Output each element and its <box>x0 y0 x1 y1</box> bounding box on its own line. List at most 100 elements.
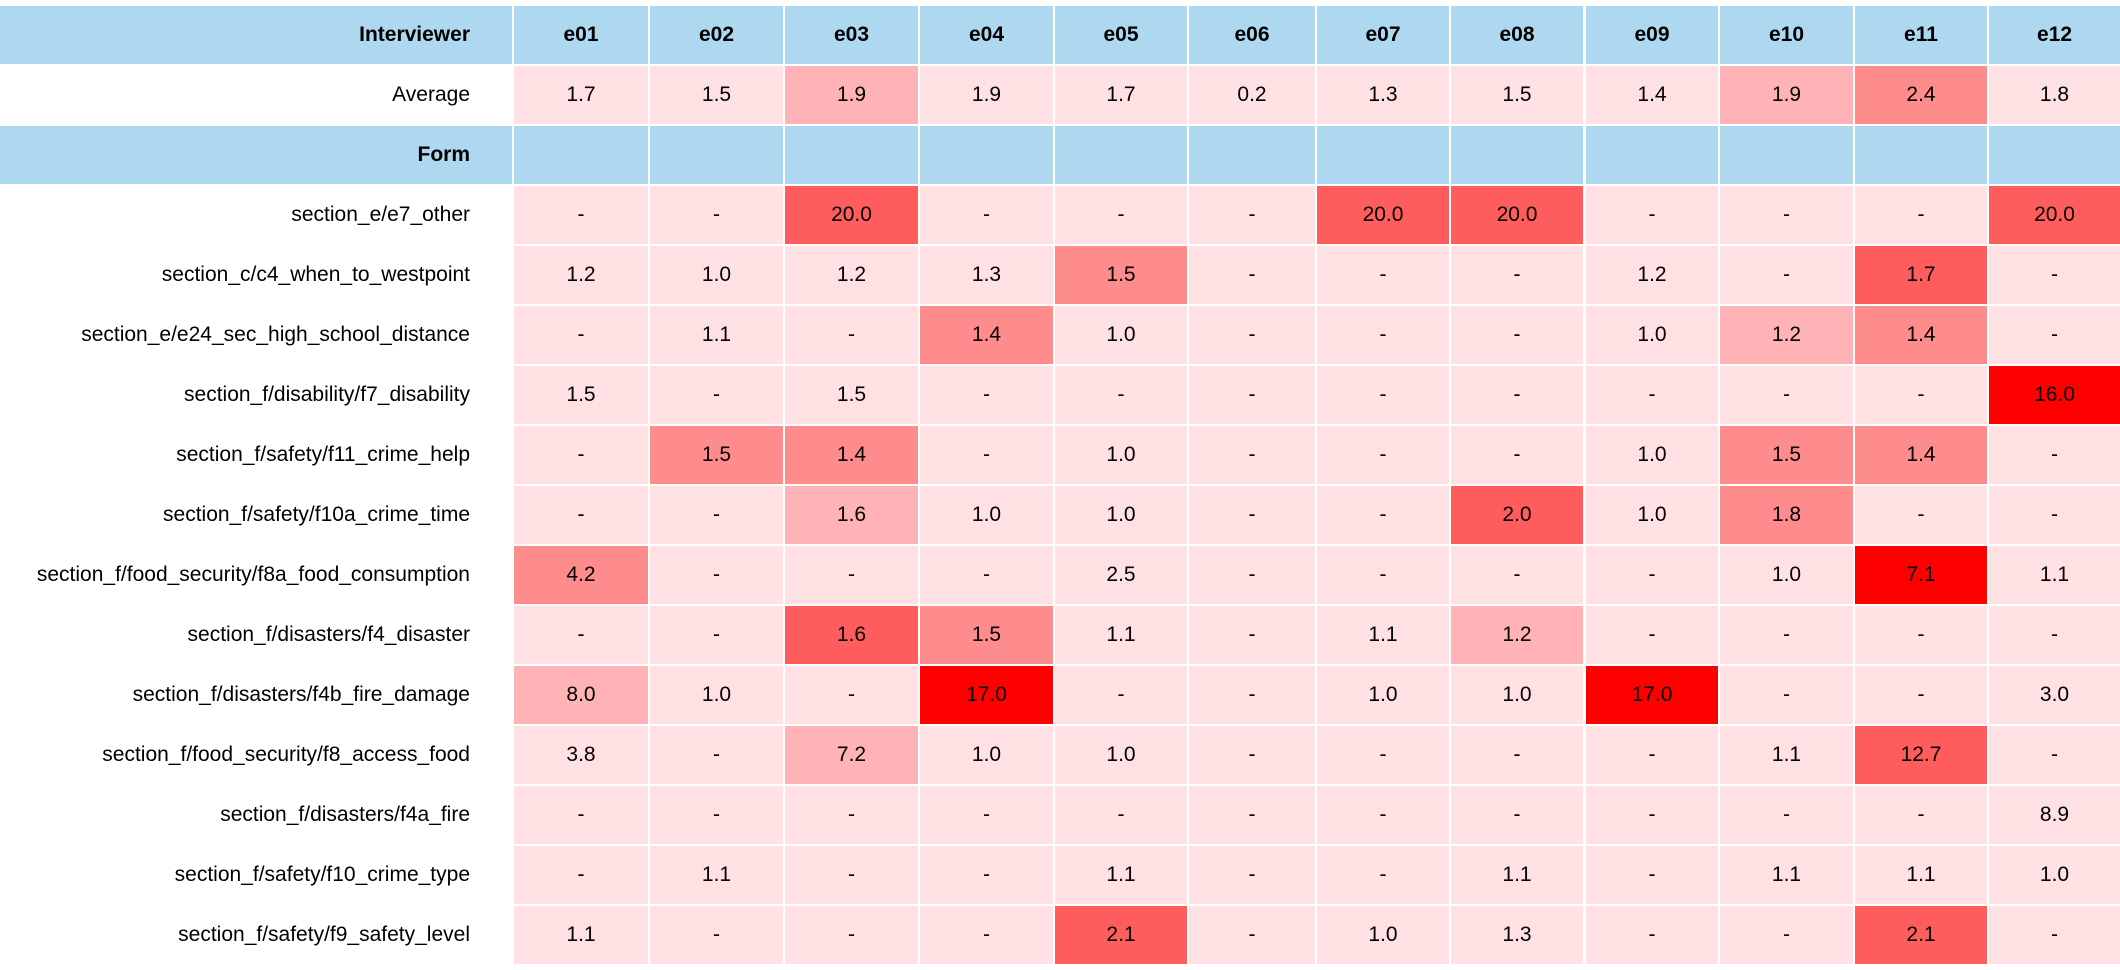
interviewer-header-cell-e06: e06 <box>1189 6 1315 64</box>
form-header-cell-e08 <box>1451 126 1583 184</box>
form-header-cell-e11 <box>1855 126 1987 184</box>
row-9-cell-e03: 7.2 <box>785 726 918 784</box>
row-10-cell-e11: - <box>1855 786 1987 844</box>
row-0-cell-e10: - <box>1720 186 1853 244</box>
row-5-cell-e07: - <box>1317 486 1449 544</box>
row-10-cell-e04: - <box>920 786 1053 844</box>
table-row: section_c/c4_when_to_westpoint 1.2 1.0 1.2 1… <box>0 246 2120 306</box>
row-0-cell-e06: - <box>1189 186 1315 244</box>
average-cell-e02: 1.5 <box>650 66 783 124</box>
row-8-cell-e01: 8.0 <box>514 666 648 724</box>
header-label-background <box>0 6 512 64</box>
row-7-cell-e11: - <box>1855 606 1987 664</box>
row-7-cell-e09: - <box>1586 606 1718 664</box>
row-3-cell-e04: - <box>920 366 1053 424</box>
table-row: section_f/safety/f11_crime_help -1.5 1.4-1… <box>0 426 2120 486</box>
row-4-cell-e03: 1.4 <box>785 426 918 484</box>
average-label: Average <box>392 83 470 106</box>
row-6-cell-e03: - <box>785 546 918 604</box>
row-10-cell-e08: - <box>1451 786 1583 844</box>
table-row: section_f/disasters/f4a_fire - - - - - - - - - - -8… <box>0 786 2120 846</box>
row-12-cell-e04: - <box>920 906 1053 964</box>
row-8-cell-e11: - <box>1855 666 1987 724</box>
row-6-cell-e04: - <box>920 546 1053 604</box>
row-0-cell-e05: - <box>1055 186 1187 244</box>
row-12-cell-e11: 2.1 <box>1855 906 1987 964</box>
form-header-cell-e03 <box>785 126 918 184</box>
row-8-cell-e09: 17.0 <box>1586 666 1718 724</box>
row-0-cell-e12: 20.0 <box>1989 186 2120 244</box>
row-7-cell-e05: 1.1 <box>1055 606 1187 664</box>
row-6-cell-e11: 7.1 <box>1855 546 1987 604</box>
row-3-cell-e05: - <box>1055 366 1187 424</box>
row-8-cell-e08: 1.0 <box>1451 666 1583 724</box>
interviewer-header-cell-e05: e05 <box>1055 6 1187 64</box>
row-6-cell-e12: 1.1 <box>1989 546 2120 604</box>
row-2-cell-e01: - <box>514 306 648 364</box>
row-10-cell-e03: - <box>785 786 918 844</box>
row-11-cell-e03: - <box>785 846 918 904</box>
row-1-cell-e09: 1.2 <box>1586 246 1718 304</box>
row-8-cell-e10: - <box>1720 666 1853 724</box>
form-header-cell-e07 <box>1317 126 1449 184</box>
row-11-cell-e08: 1.1 <box>1451 846 1583 904</box>
row-5-cell-e04: 1.0 <box>920 486 1053 544</box>
row-2-cell-e05: 1.0 <box>1055 306 1187 364</box>
row-12-cell-e12: - <box>1989 906 2120 964</box>
form-header-cell-e06 <box>1189 126 1315 184</box>
row-7-cell-e04: 1.5 <box>920 606 1053 664</box>
row-0-cell-e09: - <box>1586 186 1718 244</box>
row-8-cell-e03: - <box>785 666 918 724</box>
row-2-cell-e03: - <box>785 306 918 364</box>
interviewer-header-cell-e01: e01 <box>514 6 648 64</box>
form-header-cell-e02 <box>650 126 783 184</box>
row-5-cell-e09: 1.0 <box>1586 486 1718 544</box>
form-header-cell-e05 <box>1055 126 1187 184</box>
row-2-cell-e06: - <box>1189 306 1315 364</box>
row-5-cell-e06: - <box>1189 486 1315 544</box>
row-2-cell-e08: - <box>1451 306 1583 364</box>
row-10-cell-e10: - <box>1720 786 1853 844</box>
row-9-cell-e05: 1.0 <box>1055 726 1187 784</box>
row-3-cell-e01: 1.5 <box>514 366 648 424</box>
row-2-cell-e04: 1.4 <box>920 306 1053 364</box>
row-11-cell-e09: - <box>1586 846 1718 904</box>
table-row: section_f/safety/f10a_crime_time - -1.6 1.0… <box>0 486 2120 546</box>
row-10-cell-e12: 8.9 <box>1989 786 2120 844</box>
row-12-cell-e05: 2.1 <box>1055 906 1187 964</box>
row-0-cell-e04: - <box>920 186 1053 244</box>
interviewer-header-cell-e08: e08 <box>1451 6 1583 64</box>
row-7-cell-e12: - <box>1989 606 2120 664</box>
interviewer-header-row: Interviewer e01 e02 e03 e04 e05 e06 e07 e08 e09 e1… <box>0 6 2120 66</box>
row-9-cell-e06: - <box>1189 726 1315 784</box>
row-0-cell-e03: 20.0 <box>785 186 918 244</box>
row-0-cell-e01: - <box>514 186 648 244</box>
row-5-cell-e08: 2.0 <box>1451 486 1583 544</box>
row-9-cell-e02: - <box>650 726 783 784</box>
average-cell-e01: 1.7 <box>514 66 648 124</box>
row-1-cell-e07: - <box>1317 246 1449 304</box>
row-9-cell-e09: - <box>1586 726 1718 784</box>
row-6-cell-e08: - <box>1451 546 1583 604</box>
row-1-cell-e10: - <box>1720 246 1853 304</box>
row-4-cell-e02: 1.5 <box>650 426 783 484</box>
row-6-cell-e01: 4.2 <box>514 546 648 604</box>
row-11-cell-e02: 1.1 <box>650 846 783 904</box>
average-cell-e04: 1.9 <box>920 66 1053 124</box>
row-5-cell-e03: 1.6 <box>785 486 918 544</box>
form-header-cell-e04 <box>920 126 1053 184</box>
row-8-cell-e06: - <box>1189 666 1315 724</box>
table-row: section_f/food_security/f8a_food_consump… <box>0 546 2120 606</box>
row-11-cell-e04: - <box>920 846 1053 904</box>
row-6-cell-e09: - <box>1586 546 1718 604</box>
interviewer-header-cell-e03: e03 <box>785 6 918 64</box>
row-3-cell-e06: - <box>1189 366 1315 424</box>
row-3-cell-e02: - <box>650 366 783 424</box>
row-1-cell-e01: 1.2 <box>514 246 648 304</box>
table-row: section_e/e24_sec_high_school_distance -1… <box>0 306 2120 366</box>
header-label-background <box>0 126 512 184</box>
row-3-cell-e03: 1.5 <box>785 366 918 424</box>
row-1-cell-e05: 1.5 <box>1055 246 1187 304</box>
average-row: Average 1.7 1.5 1.9 1.9 1.7 0.2 1.3 1.5 1.4 1.9 2.4… <box>0 66 2120 126</box>
